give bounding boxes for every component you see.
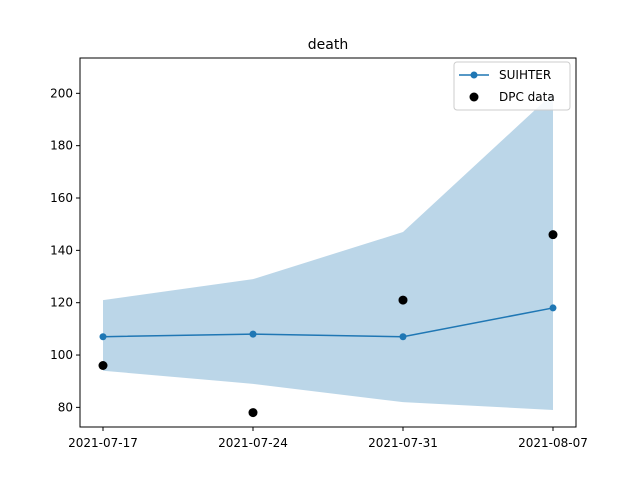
legend-box (453, 61, 571, 111)
dpc-data-point (98, 361, 108, 370)
axes-frame (79, 57, 577, 428)
legend: SUIHTER DPC data (453, 61, 571, 111)
legend-marker (469, 92, 479, 102)
suihter-point (99, 333, 107, 341)
legend-label: DPC data (499, 90, 555, 104)
y-tick-label: 80 (58, 400, 73, 414)
y-tick-label: 200 (50, 86, 73, 100)
dpc-data-point (548, 230, 558, 240)
y-tick-label: 160 (50, 191, 73, 205)
chart-title: death (308, 37, 348, 53)
y-tick-label: 100 (50, 348, 73, 362)
dpc-data-point (248, 408, 258, 418)
x-tick-label: 2021-08-07 (518, 436, 588, 450)
dpc-data-point (398, 295, 408, 305)
y-tick-label: 120 (50, 296, 73, 310)
axis-ticks: 2021-07-17 2021-07-24 2021-07-31 2021-08-07… (50, 86, 588, 450)
y-tick-label: 180 (50, 139, 73, 153)
plot-area (98, 93, 558, 418)
suihter-point (549, 304, 557, 312)
legend-label: SUIHTER (499, 68, 551, 82)
suihter-point (249, 330, 257, 338)
suihter-point (399, 333, 407, 341)
x-tick-label: 2021-07-24 (218, 436, 288, 450)
y-tick-label: 140 (50, 243, 73, 257)
series-line-suihter (102, 307, 554, 338)
x-tick-label: 2021-07-31 (368, 436, 438, 450)
confidence-band (103, 93, 553, 410)
x-tick-label: 2021-07-17 (68, 436, 138, 450)
legend-marker (470, 71, 478, 79)
